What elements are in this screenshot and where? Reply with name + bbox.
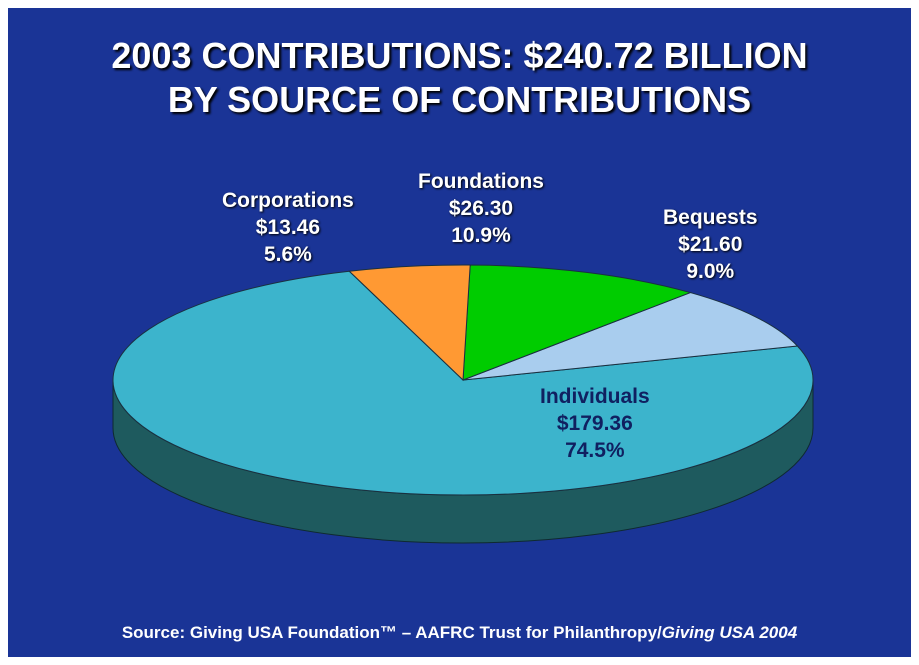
source-note: Source: Giving USA Foundation™ – AAFRC T… [8, 623, 911, 643]
label-foundations-percent: 10.9% [451, 224, 511, 247]
label-corporations-name: Corporations [222, 189, 354, 212]
label-bequests-value: $21.60 [678, 233, 743, 256]
label-individuals-name: Individuals [540, 385, 650, 408]
source-italic: Giving USA 2004 [661, 623, 798, 642]
label-foundations-name: Foundations [418, 170, 544, 193]
label-bequests: Bequests $21.60 9.0% [663, 204, 758, 285]
pie-slice-foundations [462, 264, 692, 381]
pie-slice-corporations [348, 264, 471, 382]
label-foundations: Foundations $26.30 10.9% [418, 168, 544, 249]
slide: 2003 CONTRIBUTIONS: $240.72 BILLION BY S… [8, 8, 911, 657]
label-bequests-percent: 9.0% [686, 260, 735, 283]
label-individuals-percent: 74.5% [565, 439, 625, 462]
pie-slice-individuals [112, 270, 814, 496]
label-corporations-value: $13.46 [255, 216, 321, 239]
label-foundations-value: $26.30 [448, 197, 514, 220]
chart-title-line-1: 2003 CONTRIBUTIONS: $240.72 BILLION [111, 35, 808, 76]
chart-title: 2003 CONTRIBUTIONS: $240.72 BILLION BY S… [8, 34, 911, 122]
label-individuals: Individuals $179.36 74.5% [540, 383, 650, 464]
chart-title-line-2: BY SOURCE OF CONTRIBUTIONS [167, 79, 752, 120]
label-corporations-percent: 5.6% [263, 243, 312, 266]
label-individuals-value: $179.36 [556, 412, 633, 435]
label-corporations: Corporations $13.46 5.6% [222, 187, 354, 268]
label-bequests-name: Bequests [663, 206, 758, 229]
pie-chart [112, 264, 814, 544]
pie-slice-bequests [462, 292, 799, 381]
source-prefix: Source: Giving USA Foundation™ – AAFRC T… [121, 623, 662, 642]
